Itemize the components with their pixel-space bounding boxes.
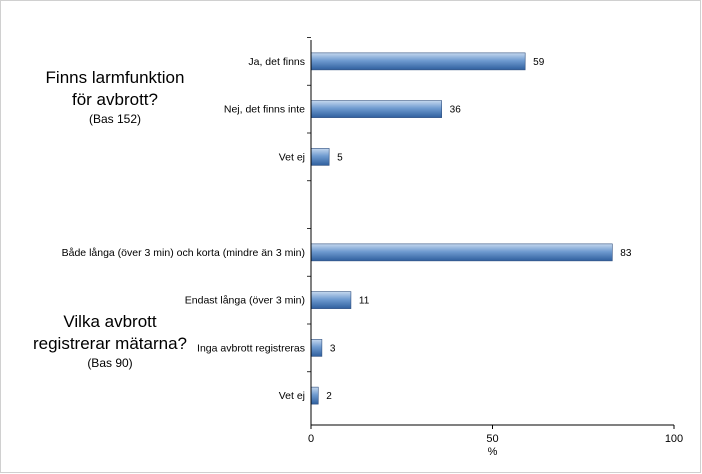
category-label-2: Vet ej [279, 151, 305, 163]
bar-5 [310, 291, 352, 309]
bar-6 [310, 339, 323, 357]
question-1-title-line2: för avbrott? [72, 90, 158, 109]
value-label-2: 5 [337, 152, 343, 163]
x-tick-label-1: 50 [486, 433, 498, 445]
question-2-base: (Bas 90) [87, 356, 133, 370]
value-label-5: 11 [359, 296, 370, 307]
bar-7 [310, 386, 319, 405]
value-label-1: 36 [450, 105, 462, 116]
category-label-6: Inga avbrott registreras [197, 342, 305, 354]
bar-1 [310, 100, 442, 118]
x-tick-label-2: 100 [665, 433, 683, 445]
question-1-base: (Bas 152) [88, 112, 142, 126]
question-2-title-line2: registrerar mätarna? [32, 334, 187, 353]
bar-2 [310, 148, 330, 166]
bar-0 [310, 52, 526, 71]
value-label-7: 2 [326, 391, 332, 402]
bar-4 [310, 243, 613, 262]
question-2-block: Vilka avbrott registrerar mätarna? (Bas … [10, 311, 210, 371]
value-label-0: 59 [533, 57, 545, 68]
category-label-1: Nej, det finns inte [224, 104, 305, 116]
value-label-6: 3 [330, 343, 336, 354]
question-1-title-line1: Finns larmfunktion [45, 68, 185, 87]
question-2-title-line1: Vilka avbrott [63, 312, 157, 331]
x-axis-title: % [488, 446, 498, 458]
question-1-block: Finns larmfunktion för avbrott? (Bas 152… [20, 67, 210, 127]
category-label-4: Både långa (över 3 min) och korta (mindr… [62, 247, 305, 259]
x-tick-label-0: 0 [308, 433, 314, 445]
category-label-5: Endast långa (över 3 min) [185, 295, 305, 307]
category-label-0: Ja, det finns [248, 56, 305, 68]
value-label-4: 83 [620, 248, 632, 259]
category-label-7: Vet ej [279, 390, 305, 402]
